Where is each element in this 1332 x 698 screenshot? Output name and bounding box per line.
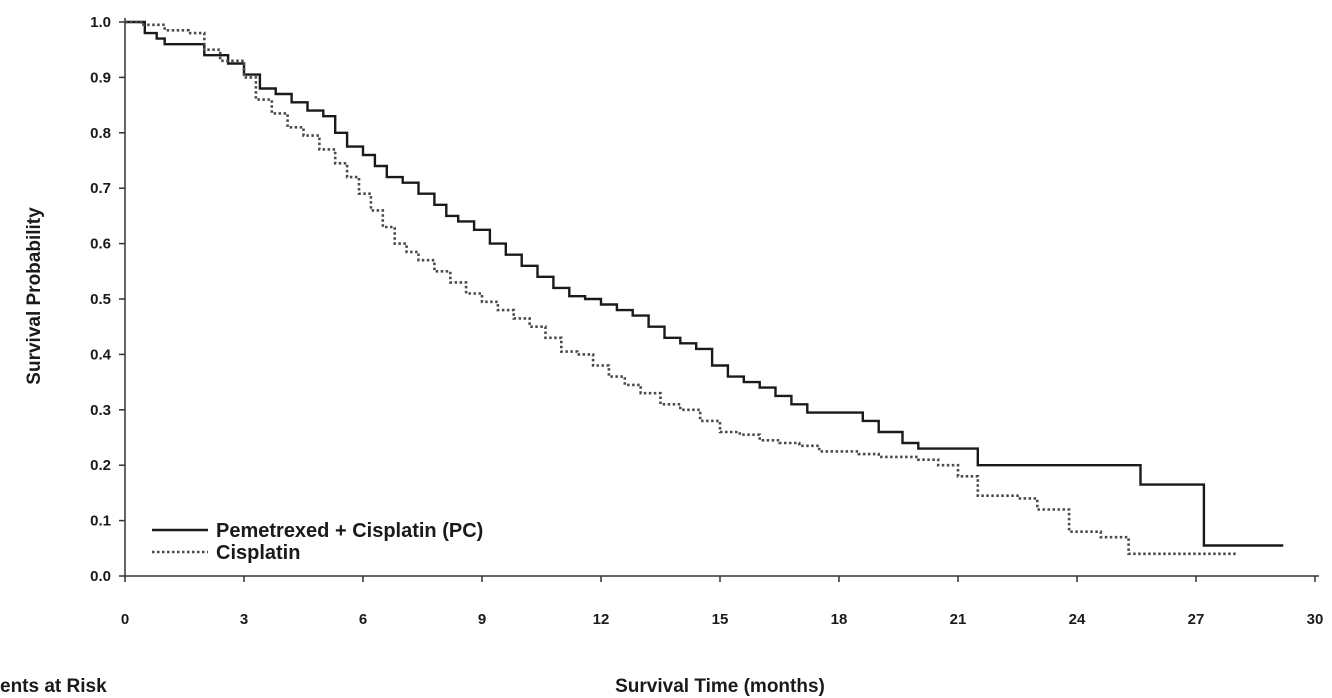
y-tick-label: 0.0 — [90, 568, 111, 585]
y-tick-label: 0.4 — [90, 346, 112, 363]
x-tick-label: 27 — [1188, 611, 1205, 628]
x-tick-label: 6 — [359, 611, 367, 628]
tick-labels: 0.0 0.1 0.2 0.3 0.4 0.5 0.6 0.7 0.8 0.9 1.0 0 3 6 9 12 1… — [90, 14, 1323, 628]
patients-at-risk-label: ents at Risk — [0, 676, 107, 697]
x-tick-label: 3 — [240, 611, 248, 628]
axes — [119, 18, 1319, 582]
x-tick-label: 12 — [593, 611, 610, 628]
y-tick-label: 0.1 — [90, 513, 111, 530]
y-tick-label: 1.0 — [90, 14, 111, 31]
x-tick-label: 9 — [478, 611, 486, 628]
series-line-pemetrexed-cisplatin — [125, 20, 1284, 547]
legend: Pemetrexed + Cisplatin (PC)Cisplatin — [152, 520, 483, 564]
x-axis-title: Survival Time (months) — [615, 676, 825, 697]
legend-label-pemetrexed-cisplatin: Pemetrexed + Cisplatin (PC) — [216, 520, 483, 542]
x-tick-label: 15 — [712, 611, 729, 628]
y-tick-label: 0.8 — [90, 125, 111, 142]
x-tick-label: 0 — [121, 611, 129, 628]
series-lines — [125, 20, 1284, 556]
y-tick-label: 0.2 — [90, 457, 111, 474]
x-tick-label: 18 — [831, 611, 848, 628]
x-tick-label: 30 — [1307, 611, 1324, 628]
legend-label-cisplatin: Cisplatin — [216, 542, 300, 564]
y-tick-label: 0.3 — [90, 402, 111, 419]
x-tick-label: 24 — [1069, 611, 1086, 628]
x-tick-label: 21 — [950, 611, 967, 628]
series-line-cisplatin — [125, 20, 1236, 556]
y-axis-title: Survival Probability — [24, 207, 45, 385]
y-tick-label: 0.7 — [90, 180, 111, 197]
y-tick-label: 0.9 — [90, 69, 111, 86]
y-tick-label: 0.6 — [90, 236, 111, 253]
y-tick-label: 0.5 — [90, 291, 111, 308]
